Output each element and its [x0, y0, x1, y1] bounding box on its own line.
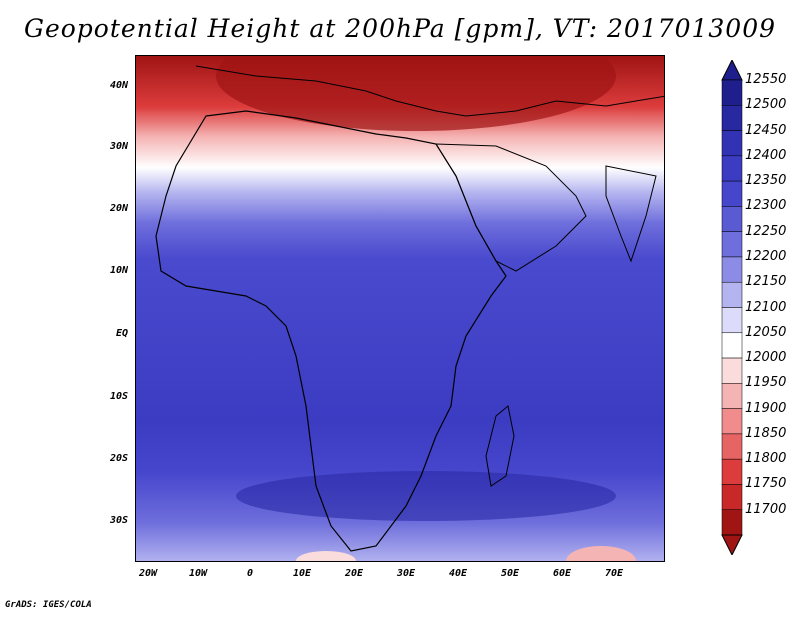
lon-label-30e: 30E: [396, 568, 416, 579]
lon-label-50e: 50E: [500, 568, 520, 579]
colorbar-label: 12450: [745, 122, 787, 138]
india-outline: [605, 165, 657, 263]
lat-label-30n: 30N: [109, 141, 128, 152]
colorbar: [721, 60, 743, 555]
colorbar-label: 12000: [745, 350, 787, 366]
southern-band: [236, 471, 616, 521]
colorbar-label: 12100: [745, 299, 787, 315]
colorbar-label: 11750: [745, 476, 787, 492]
colorbar-label: 11700: [745, 501, 787, 517]
lat-label-10n: 10N: [109, 265, 128, 276]
lon-label-40e: 40E: [448, 568, 468, 579]
colorbar-swatch: [721, 130, 743, 157]
colorbar-label: 11950: [745, 375, 787, 391]
colorbar-swatch: [721, 307, 743, 334]
lon-label-10w: 10W: [188, 568, 208, 579]
map-field: [136, 56, 664, 561]
colorbar-swatch: [721, 281, 743, 308]
colorbar-swatch: [721, 155, 743, 182]
africa-coastline: [155, 110, 507, 552]
madagascar-outline: [485, 405, 515, 487]
colorbar-label: 12400: [745, 147, 787, 163]
colorbar-label: 12150: [745, 274, 787, 290]
colorbar-label: 12500: [745, 97, 787, 113]
lon-label-20w: 20W: [138, 568, 158, 579]
southern-light-spot: [296, 551, 356, 561]
colorbar-swatch: [721, 357, 743, 384]
lat-label-40n: 40N: [109, 80, 128, 91]
colorbar-top-arrow: [721, 60, 743, 81]
colorbar-swatch: [721, 206, 743, 232]
colorbar-label: 12250: [745, 223, 787, 239]
colorbar-swatch: [721, 408, 743, 435]
lon-label-60e: 60E: [552, 568, 572, 579]
colorbar-label: 12300: [745, 198, 787, 214]
colorbar-swatch: [721, 180, 743, 207]
colorbar-swatch: [721, 509, 743, 536]
colorbar-swatch: [721, 332, 743, 359]
colorbar-label: 12050: [745, 324, 787, 340]
colorbar-label: 11850: [745, 425, 787, 441]
colorbar-bottom-arrow: [721, 534, 743, 555]
colorbar-label: 12200: [745, 248, 787, 264]
lat-label-eq: EQ: [115, 328, 128, 339]
lat-label-30s: 30S: [109, 515, 128, 526]
colorbar-swatch: [721, 433, 743, 460]
footer-credit: GrADS: IGES/COLA: [5, 600, 92, 610]
colorbar-swatch: [721, 105, 743, 131]
lon-label-10e: 10E: [292, 568, 312, 579]
colorbar-swatch: [721, 79, 743, 106]
lon-label-0: 0: [246, 568, 254, 579]
map-frame: [135, 55, 665, 562]
colorbar-swatch: [721, 383, 743, 409]
lat-label-20n: 20N: [109, 203, 128, 214]
colorbar-label: 12350: [745, 173, 787, 189]
lat-label-10s: 10S: [109, 391, 128, 402]
lon-label-20e: 20E: [344, 568, 364, 579]
colorbar-label: 11800: [745, 451, 787, 467]
colorbar-label: 11900: [745, 400, 787, 416]
colorbar-swatch: [721, 231, 743, 258]
colorbar-label: 12550: [745, 72, 787, 87]
colorbar-swatch: [721, 484, 743, 510]
europe-outline: [195, 65, 664, 117]
arabia-outline: [435, 143, 587, 272]
lat-label-20s: 20S: [109, 453, 128, 464]
lon-label-70e: 70E: [604, 568, 624, 579]
high-anomaly: [216, 56, 616, 131]
chart-title: Geopotential Height at 200hPa [gpm], VT:…: [23, 14, 777, 43]
southern-pink-spot: [566, 546, 636, 561]
colorbar-swatch: [721, 256, 743, 283]
colorbar-swatch: [721, 458, 743, 485]
